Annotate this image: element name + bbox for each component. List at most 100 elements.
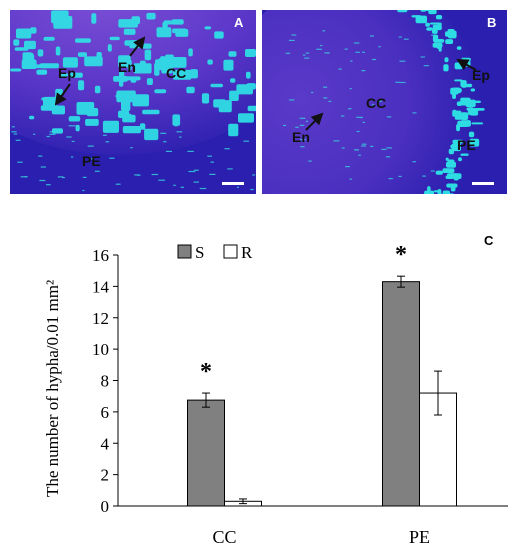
hypha-cluster [427,186,431,194]
hypha-cluster [246,71,251,79]
hypha-cluster [218,100,232,113]
hypha-fragment [348,108,352,110]
hypha-cluster [43,36,55,41]
hypha-cluster [246,83,256,90]
hypha-cluster [122,126,141,134]
hypha-fragment [105,141,110,143]
hypha-fragment [243,140,249,142]
hypha-cluster [454,62,463,70]
hypha-cluster [109,36,120,41]
hypha-fragment [349,178,353,180]
hypha-cluster [78,80,85,91]
hypha-fragment [324,52,330,54]
hypha-cluster [142,109,160,115]
hypha-cluster [84,56,103,67]
hypha-cluster [146,78,153,85]
hypha-fragment [71,140,75,142]
hypha-cluster [443,64,449,72]
hypha-fragment [291,34,297,36]
hypha-cluster [432,28,438,34]
hypha-fragment [328,100,332,102]
hypha-cluster [172,69,192,80]
hypha-cluster [469,138,480,147]
hypha-fragment [165,150,173,152]
hypha-cluster [438,192,442,194]
hypha-fragment [33,133,36,135]
hypha-cluster [107,44,112,52]
hypha-fragment [398,175,402,177]
hypha-fragment [103,130,109,133]
hypha-fragment [423,65,429,67]
hypha-fragment [187,150,194,152]
hypha-fragment [412,112,417,114]
hypha-cluster [102,120,119,133]
hypha-cluster [35,64,52,69]
hypha-fragment [82,176,87,178]
hypha-cluster [115,94,132,98]
hypha-fragment [115,183,121,185]
hypha-cluster [68,116,81,122]
hypha-cluster [229,90,239,101]
hypha-fragment [227,168,233,170]
panel-letter: C [484,233,494,248]
hypha-cluster [228,123,239,137]
hypha-cluster [457,88,462,93]
y-tick-label: 8 [101,372,110,391]
y-tick-label: 12 [92,309,109,328]
hypha-fragment [350,60,353,62]
hypha-cluster [13,39,20,46]
hypha-fragment [236,186,239,188]
micrograph-panel-a: Ep En CC PE A [10,10,256,194]
hypha-cluster [444,57,449,63]
hypha-cluster [456,46,462,50]
micrograph-panel-b: Ep En CC PE B [262,10,507,194]
hypha-fragment [300,139,306,141]
hypha-fragment [378,100,382,102]
hypha-cluster [464,60,471,67]
hypha-cluster [411,15,422,18]
hypha-fragment [68,125,76,127]
hypha-cluster [425,22,430,27]
hypha-cluster [75,124,80,132]
hypha-fragment [333,140,340,142]
hypha-fragment [49,131,55,133]
legend-swatch [223,244,238,259]
hypha-cluster [247,105,256,112]
hypha-cluster [460,153,469,156]
hypha-cluster [470,108,479,116]
hypha-fragment [308,160,312,162]
hypha-cluster [238,113,254,123]
hypha-fragment [386,116,392,118]
hypha-fragment [371,104,375,106]
hypha-fragment [341,147,345,149]
hypha-fragment [412,161,416,163]
hypha-cluster [445,39,454,44]
hypha-fragment [299,117,306,119]
hypha-fragment [285,52,291,54]
hypha-fragment [134,174,140,176]
hypha-cluster [154,89,167,94]
hypha-cluster [171,19,184,25]
hypha-cluster [460,80,467,88]
hypha-fragment [361,70,366,72]
hypha-fragment [11,126,15,128]
y-axis-label: The number of hypha/0.01 mm² [43,280,62,497]
hypha-cluster [170,57,187,68]
hypha-cluster [204,26,212,30]
hypha-fragment [316,48,322,50]
hypha-fragment [299,124,305,126]
hypha-cluster [69,72,83,78]
hypha-cluster [444,190,448,194]
hypha-cluster [397,10,408,13]
hypha-cluster [119,75,124,87]
hypha-cluster [452,139,463,144]
hypha-fragment [323,86,328,88]
hypha-cluster [437,23,442,26]
hypha-cluster [460,113,467,119]
x-tick-label: CC [212,527,236,547]
hypha-cluster [214,31,224,39]
micrograph-a-image [10,10,256,194]
hypha-fragment [338,68,342,70]
hypha-fragment [180,186,185,188]
label-pe: PE [457,137,476,153]
